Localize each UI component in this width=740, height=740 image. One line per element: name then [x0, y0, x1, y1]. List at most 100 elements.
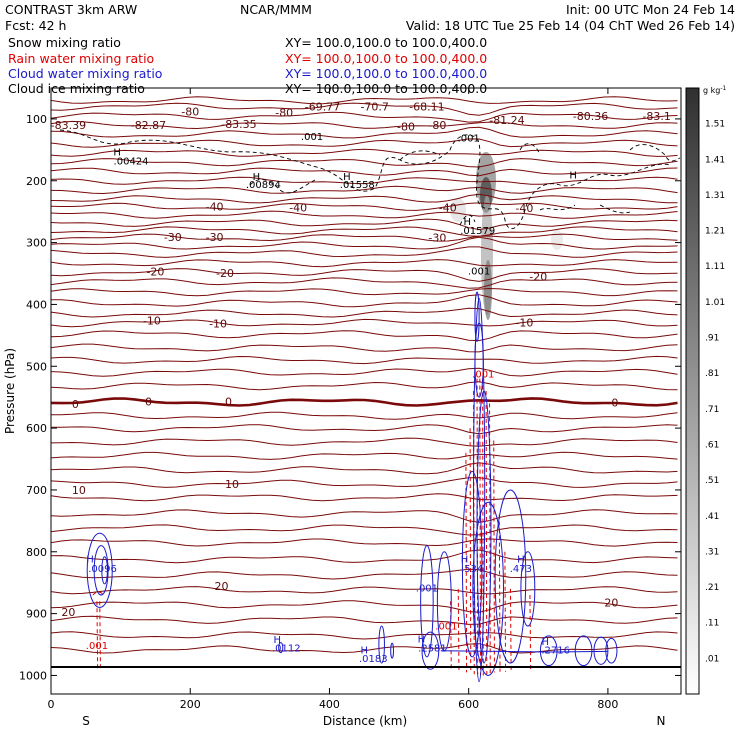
- isotherm-label: -40: [439, 201, 457, 214]
- extremum-label: .001: [468, 266, 490, 277]
- cloud-water-contour: [472, 501, 504, 676]
- colorbar-labels: 1.51 1.41 1.31 1.21 1.11 1.01 .91 .81 .71 .61 .51.…: [705, 120, 725, 665]
- isotherm-line: [51, 246, 678, 258]
- colorbar-label: 1.51: [705, 120, 725, 130]
- cloud-water-contour: [473, 297, 486, 683]
- field-label-cloud-water: Cloud water mixing ratio: [8, 66, 163, 81]
- extremum-label: H: [113, 148, 121, 159]
- isotherm-line: [51, 355, 678, 365]
- extremum-label: .2716: [541, 645, 570, 656]
- colorbar-label: .31: [705, 547, 719, 557]
- isotherm-line: [51, 268, 678, 282]
- rain-contour: [96, 601, 99, 670]
- cloud-water-contour: [440, 650, 608, 653]
- extremum-label: .0096: [88, 564, 117, 575]
- isotherm-line: [51, 568, 678, 580]
- x-tick-label: 200: [180, 698, 201, 711]
- extremum-label: .001: [86, 641, 108, 652]
- field-label-snow: Snow mixing ratio: [8, 35, 121, 50]
- extremum-label: H: [569, 171, 577, 182]
- isotherm-label: 10: [225, 478, 239, 491]
- cloud-water-contour: [86, 532, 113, 608]
- isotherm-label: -83.1: [642, 110, 670, 123]
- cloud-water-contour: [390, 642, 394, 659]
- isotherm-label: -40: [206, 201, 224, 214]
- isotherm-line: [51, 451, 678, 460]
- y-tick-label: 300: [26, 237, 47, 250]
- extremum-label: H: [464, 217, 472, 228]
- isotherm-label: -40: [515, 202, 533, 215]
- field-xy-cloud-water: XY= 100.0,100.0 to 100.0,400.0: [285, 66, 488, 81]
- isotherm-label: -40: [289, 201, 307, 214]
- rain-contour: [457, 588, 460, 671]
- isotherm-line: [51, 586, 678, 595]
- extremum-label: .001: [435, 621, 457, 632]
- extremum-label: H: [541, 637, 549, 648]
- isotherm-line: [51, 236, 678, 250]
- title-left: CONTRAST 3km ARW: [5, 2, 138, 17]
- field-label-rain: Rain water mixing ratio: [8, 51, 155, 66]
- extremum-label: .01579: [460, 226, 495, 237]
- isotherm-label: -69.77: [305, 101, 340, 114]
- isotherm-line: [51, 259, 678, 268]
- extremum-label: .001: [301, 132, 323, 143]
- isotherm-line: [51, 600, 678, 613]
- y-tick-label: 700: [26, 484, 47, 497]
- isotherm-line: [51, 437, 678, 447]
- colorbar-label: 1.31: [705, 191, 725, 201]
- extremum-label: H: [418, 634, 426, 645]
- cloud-water-contour: [278, 642, 284, 654]
- isotherm-label: -20: [146, 266, 164, 279]
- isotherm-label: -30: [164, 231, 182, 244]
- isotherm-line: [51, 509, 678, 523]
- isotherm-line: [51, 549, 678, 564]
- isotherm-line: [51, 277, 678, 289]
- isotherm-label: -30: [428, 232, 446, 245]
- extremum-label: .00894: [246, 180, 281, 191]
- forecast-hour: Fcst: 42 h: [5, 18, 67, 33]
- rain-contour: [479, 378, 482, 676]
- isotherm-line: [51, 158, 678, 168]
- extremum-label: .001: [416, 584, 438, 595]
- isotherm-line: [51, 210, 678, 219]
- isotherm-line: [51, 631, 678, 640]
- extremum-label: H: [343, 172, 351, 183]
- cloud-water-contour: [420, 545, 434, 658]
- colorbar: 1.51 1.41 1.31 1.21 1.11 1.01 .91 .81 .71 .61 .51.…: [685, 85, 727, 695]
- colorbar-label: 1.21: [705, 227, 725, 237]
- cloud-water-contour: [593, 636, 609, 665]
- isotherm-line: [51, 176, 678, 185]
- isotherm-line: [51, 294, 678, 308]
- isotherm-line: [51, 381, 678, 391]
- isotherm-label: -80: [397, 120, 415, 133]
- isotherm-label: -83.39: [51, 119, 86, 132]
- isotherm-line: [51, 126, 678, 139]
- isotherm-label: 0: [145, 396, 152, 409]
- colorbar-label: 1.01: [705, 298, 725, 308]
- rain-contour: [529, 595, 532, 670]
- isotherm-label: -80.36: [573, 110, 608, 123]
- init-time: Init: 00 UTC Mon 24 Feb 14: [565, 2, 735, 17]
- isotherm-line: [51, 167, 678, 177]
- isotherm-label: -83.35: [221, 118, 256, 131]
- rain-contour: [509, 588, 512, 671]
- y-tick-label: 800: [26, 546, 47, 559]
- colorbar-label: .41: [705, 512, 719, 522]
- rain-contour: [99, 601, 101, 667]
- colorbar-label: .01: [705, 654, 719, 664]
- isotherm-label: -10: [143, 315, 161, 328]
- isotherm-line: [51, 202, 678, 211]
- cloud-water-contour: [436, 551, 452, 652]
- extremum-label: .534: [461, 564, 483, 575]
- cloud-water-contour: [474, 291, 480, 343]
- isotherm-label: 20: [61, 606, 75, 619]
- cloud-water-contour: [378, 625, 385, 664]
- field-xy-rain: XY= 100.0,100.0 to 100.0,400.0: [285, 51, 488, 66]
- colorbar-label: .61: [705, 440, 719, 450]
- cloud-water-contour: [93, 545, 109, 596]
- cloud-water-contour: [605, 637, 618, 664]
- extremum-label: .2581: [418, 644, 447, 655]
- colorbar-label: .21: [705, 583, 719, 593]
